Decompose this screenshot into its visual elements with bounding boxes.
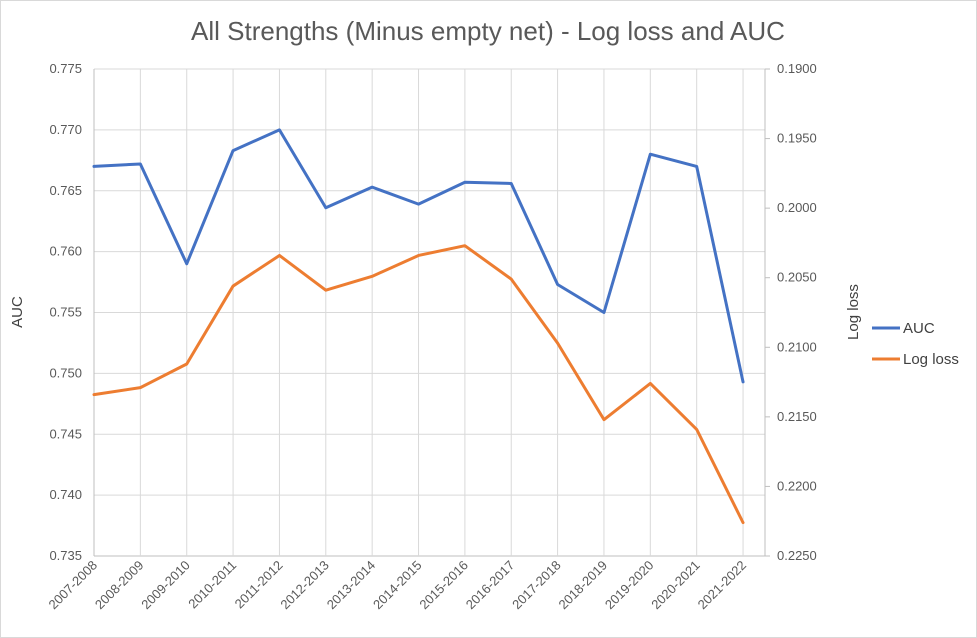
- y-tick-label: 0.760: [49, 244, 82, 259]
- y2-axis-title: Log loss: [845, 284, 862, 340]
- y-tick-label: 0.745: [49, 426, 82, 441]
- chart-title: All Strengths (Minus empty net) - Log lo…: [191, 16, 785, 46]
- x-tick-label: 2010-2011: [185, 558, 239, 612]
- y-tick-label: 0.740: [49, 487, 82, 502]
- y-axis-title: AUC: [9, 296, 26, 328]
- series-lines: [92, 128, 745, 525]
- y-tick-label: 0.770: [49, 122, 82, 137]
- x-tick-label: 2019-2020: [602, 558, 657, 613]
- gridlines: [93, 68, 766, 557]
- y-tick-label: 0.755: [49, 305, 82, 320]
- x-tick-label: 2021-2022: [695, 558, 750, 613]
- series-line-auc: [92, 128, 745, 384]
- x-tick-label: 2014-2015: [370, 558, 425, 613]
- series-line-log-loss: [92, 244, 745, 525]
- x-tick-label: 2015-2016: [416, 558, 471, 613]
- y2-tick-label: 0.1950: [777, 131, 817, 146]
- x-tick-label: 2016-2017: [463, 558, 518, 613]
- y-tick-label: 0.735: [49, 548, 82, 563]
- y-tick-label: 0.750: [49, 365, 82, 380]
- x-tick-label: 2017-2018: [509, 558, 564, 613]
- y2-tick-label: 0.2200: [777, 478, 817, 493]
- x-tick-label: 2009-2010: [138, 558, 193, 613]
- x-tick-label: 2018-2019: [556, 558, 611, 613]
- y2-tick-label: 0.2000: [777, 200, 817, 215]
- x-tick-label: 2012-2013: [277, 558, 332, 613]
- left-axis-ticks: 0.735 0.740 0.745 0.750 0.755 0.760 0.765 0.770…: [49, 61, 82, 563]
- x-tick-label: 2007-2008: [46, 558, 101, 613]
- x-axis-ticks: 2007-20082008-20092009-20102010-20112011…: [46, 558, 750, 613]
- legend-label: AUC: [903, 320, 935, 337]
- y2-tick-label: 0.2250: [777, 548, 817, 563]
- y-tick-label: 0.775: [49, 61, 82, 76]
- y2-tick-label: 0.1900: [777, 61, 817, 76]
- x-tick-label: 2011-2012: [232, 558, 286, 612]
- x-tick-label: 2020-2021: [648, 558, 703, 613]
- x-tick-label: 2008-2009: [92, 558, 147, 613]
- y2-tick-label: 0.2100: [777, 339, 817, 354]
- legend: AUC Log loss: [872, 320, 959, 368]
- y-tick-label: 0.765: [49, 183, 82, 198]
- y2-tick-label: 0.2150: [777, 409, 817, 424]
- legend-label: Log loss: [903, 351, 959, 368]
- y2-tick-label: 0.2050: [777, 270, 817, 285]
- right-axis-ticks: 0.1900 0.1950 0.2000 0.2050 0.2100 0.2150 0.22…: [765, 61, 817, 563]
- x-tick-label: 2013-2014: [324, 558, 379, 613]
